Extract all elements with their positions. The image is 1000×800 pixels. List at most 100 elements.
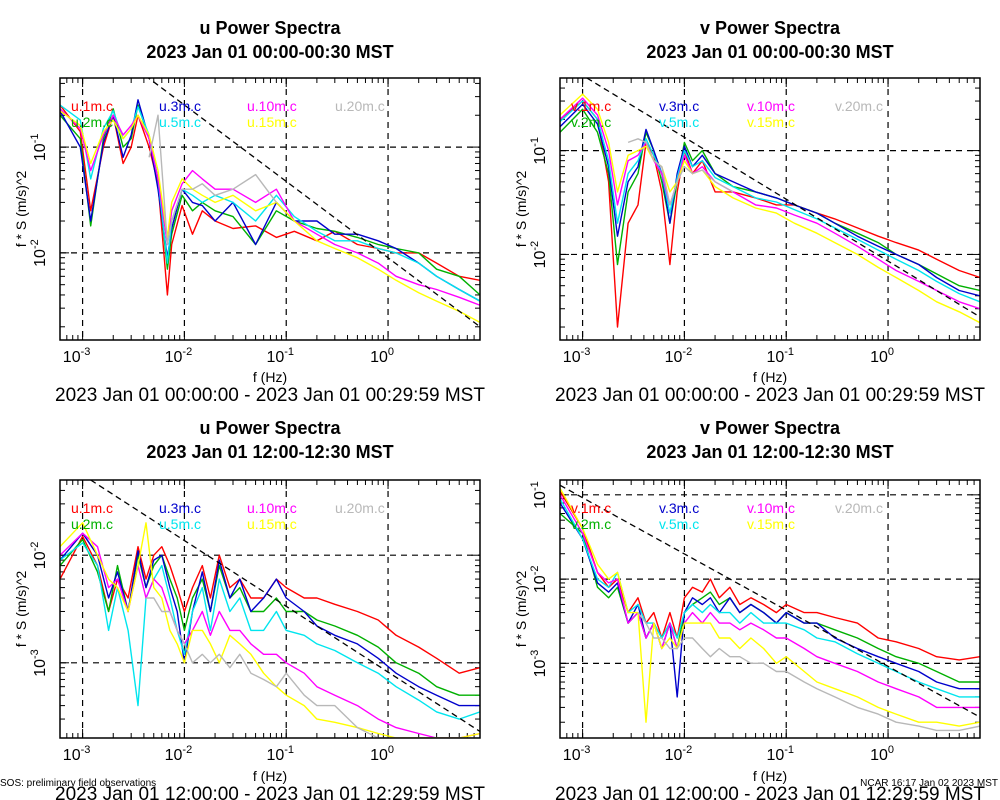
- time-range-caption: 2023 Jan 01 12:00:00 - 2023 Jan 01 12:29…: [55, 784, 485, 800]
- legend-label: u.2m.c: [71, 114, 113, 130]
- legend-label: v.10m.c: [747, 98, 795, 114]
- legend-label: v.5m.c: [659, 516, 699, 532]
- series-line-v.20m.c: [637, 612, 980, 732]
- series-line-v.10m.c: [560, 97, 980, 310]
- series-line-u.20m.c: [146, 597, 480, 738]
- x-tick-label: 10-3: [563, 744, 591, 764]
- legend-label: v.10m.c: [747, 500, 795, 516]
- legend-label: v.1m.c: [571, 98, 611, 114]
- series-line-u.20m.c: [148, 114, 277, 246]
- x-tick-label: 10-1: [266, 744, 294, 764]
- series-line-v.1m.c: [560, 490, 980, 661]
- legend-label: u.20m.c: [335, 98, 385, 114]
- reference-slope-line: [147, 78, 480, 328]
- x-axis-label: f (Hz): [253, 369, 287, 385]
- y-tick-label: 10-3: [29, 649, 49, 677]
- plot-frame: [59, 77, 481, 341]
- series-group: [60, 99, 480, 324]
- plot-frame: [559, 479, 981, 739]
- legend-label: u.3m.c: [159, 98, 201, 114]
- x-axis-label: f (Hz): [753, 768, 787, 784]
- series-line-u.15m.c: [60, 522, 480, 738]
- y-tick-label: 10-1: [529, 481, 549, 509]
- time-range-caption: 2023 Jan 01 12:00:00 - 2023 Jan 01 12:29…: [555, 784, 985, 800]
- footer-right-note: NCAR 16:17 Jan 02 2023 MST: [860, 778, 998, 789]
- time-range-caption: 2023 Jan 01 00:00:00 - 2023 Jan 01 00:29…: [555, 385, 985, 406]
- y-axis-label: f * S (m/s)^2: [513, 570, 529, 647]
- y-tick-label: 10-3: [529, 650, 549, 678]
- x-tick-label: 10-1: [766, 744, 794, 764]
- y-axis-label: f * S (m/s)^2: [13, 170, 29, 247]
- legend-label: u.1m.c: [71, 500, 113, 516]
- series-line-v.5m.c: [560, 498, 980, 698]
- chart-panel-2: v Power Spectra 2023 Jan 01 00:00-00:30 M…: [513, 18, 985, 406]
- chart-subtitle: 2023 Jan 01 00:00-00:30 MST: [146, 42, 393, 62]
- x-tick-label: 10-1: [766, 346, 794, 366]
- legend-label: v.2m.c: [571, 516, 611, 532]
- series-line-v.15m.c: [560, 487, 980, 727]
- x-axis-label: f (Hz): [253, 768, 287, 784]
- axis-ticks: [59, 479, 481, 739]
- legend-label: v.20m.c: [835, 500, 883, 516]
- legend-label: v.1m.c: [571, 500, 611, 516]
- axis-ticks: [59, 78, 481, 340]
- series-line-v.2m.c: [560, 108, 980, 292]
- y-axis-label: f * S (m/s)^2: [513, 170, 529, 247]
- series-line-u.10m.c: [60, 532, 480, 738]
- series-line-v.20m.c: [627, 138, 734, 206]
- legend-label: u.10m.c: [247, 98, 297, 114]
- series-group: [60, 522, 480, 738]
- legend-label: u.15m.c: [247, 114, 297, 130]
- x-axis-label: f (Hz): [753, 369, 787, 385]
- series-line-u.1m.c: [60, 535, 480, 674]
- series-group: [560, 93, 980, 328]
- x-tick-label: 10-3: [563, 346, 591, 366]
- chart-subtitle: 2023 Jan 01 12:00-12:30 MST: [646, 442, 893, 462]
- axis-ticks: [559, 77, 981, 340]
- y-tick-label: 10-2: [29, 542, 49, 570]
- x-tick-label: 100: [870, 346, 894, 366]
- series-line-v.10m.c: [560, 494, 980, 709]
- legend-label: v.15m.c: [747, 114, 795, 130]
- legend-label: u.15m.c: [247, 516, 297, 532]
- x-tick-label: 10-3: [63, 346, 91, 366]
- chart-panel-1: u Power Spectra 2023 Jan 01 00:00-00:30 M…: [13, 18, 485, 406]
- x-tick-label: 100: [370, 346, 394, 366]
- x-tick-label: 10-3: [63, 744, 91, 764]
- x-tick-label: 100: [370, 744, 394, 764]
- plot-frame: [59, 479, 481, 739]
- footer-left-note: SOS: preliminary field observations: [0, 778, 157, 789]
- series-line-u.2m.c: [60, 538, 480, 696]
- y-tick-label: 10-2: [529, 241, 549, 269]
- chart-title: u Power Spectra: [199, 18, 341, 38]
- series-line-u.10m.c: [60, 108, 480, 306]
- legend-label: u.5m.c: [159, 516, 201, 532]
- series-line-v.1m.c: [560, 100, 980, 328]
- time-range-caption: 2023 Jan 01 00:00:00 - 2023 Jan 01 00:29…: [55, 385, 485, 406]
- chart-panel-3: u Power Spectra 2023 Jan 01 12:00-12:30 M…: [13, 418, 485, 800]
- chart-subtitle: 2023 Jan 01 00:00-00:30 MST: [646, 42, 893, 62]
- legend-label: v.2m.c: [571, 114, 611, 130]
- legend-label: u.1m.c: [71, 98, 113, 114]
- chart-title: v Power Spectra: [700, 18, 841, 38]
- chart-subtitle: 2023 Jan 01 12:00-12:30 MST: [146, 442, 393, 462]
- reference-slope-line: [586, 78, 980, 318]
- legend-label: u.5m.c: [159, 114, 201, 130]
- y-tick-label: 10-1: [529, 137, 549, 165]
- x-tick-label: 100: [870, 744, 894, 764]
- series-line-v.5m.c: [560, 100, 980, 303]
- reference-slope-line: [90, 480, 480, 733]
- series-line-v.3m.c: [560, 103, 980, 297]
- series-line-u.15m.c: [60, 110, 480, 324]
- y-tick-label: 10-2: [29, 239, 49, 267]
- x-tick-label: 10-2: [165, 744, 193, 764]
- legend-label: v.3m.c: [659, 98, 699, 114]
- x-tick-label: 10-2: [165, 346, 193, 366]
- legend-label: v.20m.c: [835, 98, 883, 114]
- y-tick-label: 10-1: [29, 134, 49, 162]
- y-tick-label: 10-2: [529, 566, 549, 594]
- plot-frame: [559, 77, 981, 341]
- legend-label: v.15m.c: [747, 516, 795, 532]
- x-tick-label: 10-1: [266, 346, 294, 366]
